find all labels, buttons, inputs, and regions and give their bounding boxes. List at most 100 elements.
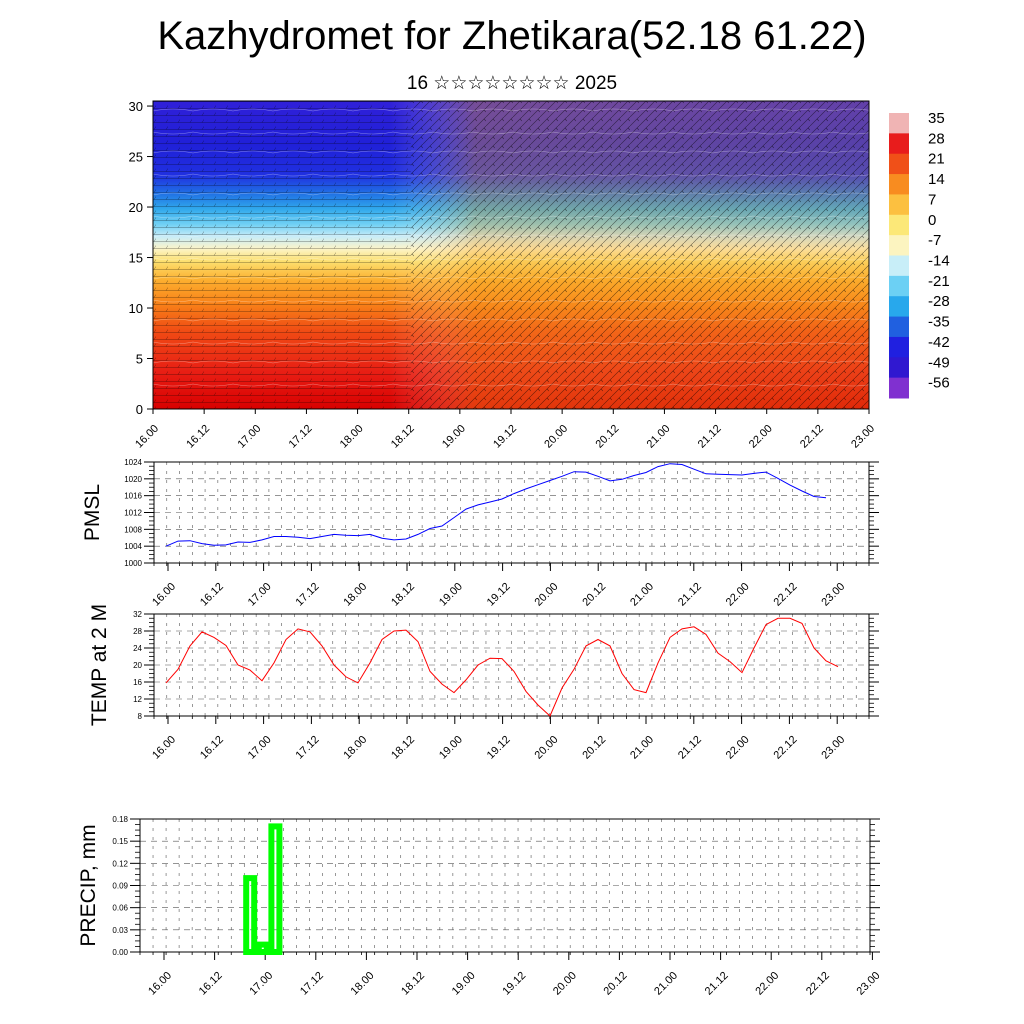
x-tick-label: 19.00	[437, 734, 465, 762]
colorbar-swatch	[889, 113, 909, 134]
x-tick-label: 20.00	[551, 970, 579, 998]
contour-line	[152, 173, 874, 177]
x-tick-label: 23.00	[849, 423, 877, 451]
x-tick-label: 21.00	[645, 423, 673, 451]
contour-line	[152, 360, 874, 364]
contour-line	[152, 108, 874, 112]
colorbar-label: -7	[928, 232, 941, 249]
x-tick-label: 17.00	[246, 581, 274, 609]
x-tick-label: 18.00	[341, 734, 369, 762]
x-tick-label: 17.12	[294, 734, 322, 762]
colorbar-swatch	[889, 296, 909, 318]
x-tick-label: 19.00	[437, 581, 465, 609]
y-tick-label: 1012	[124, 509, 142, 518]
series-line	[165, 617, 839, 717]
x-tick-label: 20.12	[580, 734, 608, 762]
x-tick-label: 20.00	[533, 734, 561, 762]
x-tick-label: 19.12	[485, 734, 513, 762]
y-tick-label: 15	[129, 251, 143, 266]
colorbar-swatch	[889, 174, 909, 195]
y-tick-label: 25	[129, 150, 143, 165]
x-tick-label: 16.00	[150, 581, 178, 609]
x-tick-label: 22.12	[804, 970, 832, 998]
x-tick-label: 16.12	[184, 423, 212, 451]
colorbar-label: 35	[928, 110, 945, 127]
colorbar-swatch	[889, 275, 909, 297]
contour-line	[152, 383, 874, 387]
y-tick-label: 0.12	[112, 859, 128, 868]
colorbar: 35 28 21 14 7 0 -7 -14 -21 -28 -35 -42 -49 -56	[889, 110, 950, 399]
x-tick-label: 23.00	[819, 734, 847, 762]
x-tick-label: 18.12	[399, 970, 427, 998]
x-tick-label: 16.00	[146, 970, 174, 998]
y-tick-label: 1016	[124, 492, 142, 501]
contour-line	[152, 234, 874, 238]
x-tick-label: 17.12	[287, 423, 315, 451]
y-tick-label: 1024	[124, 458, 142, 467]
pmsl-line-panel: 1000 1004 1008 1012 1016 1020 1024 16.00 16.12 17…	[81, 458, 879, 609]
y-tick-label: 20	[129, 200, 143, 215]
x-tick-label: 16.00	[150, 734, 178, 762]
y-axis-label: TEMP at 2 M	[88, 604, 111, 726]
x-tick-label: 18.00	[341, 581, 369, 609]
y-tick-label: 0.18	[112, 815, 128, 824]
y-tick-label: 28	[133, 627, 142, 636]
x-tick-label: 21.12	[703, 970, 731, 998]
x-tick-label: 17.00	[235, 423, 263, 451]
colorbar-label: 28	[928, 130, 945, 147]
temperature-heatmap-panel: 0 5 10 15 20 25 30 16.00 16.12 17.00 17.12 18.00 18.…	[129, 99, 878, 451]
y-tick-label: 32	[133, 610, 142, 619]
colorbar-label: 0	[928, 212, 936, 229]
y-tick-label: 5	[136, 352, 143, 367]
y-tick-label: 30	[129, 99, 143, 114]
panel-frame	[153, 461, 870, 564]
contour-line	[152, 318, 874, 322]
x-tick-label: 23.00	[855, 970, 883, 998]
x-tick-label: 23.00	[819, 581, 847, 609]
x-tick-label: 22.12	[772, 581, 800, 609]
contour-line	[152, 341, 874, 345]
x-tick-label: 19.12	[491, 423, 519, 451]
x-tick-label: 17.12	[298, 970, 326, 998]
colorbar-swatch	[889, 336, 909, 358]
series-line	[165, 463, 827, 547]
x-tick-label: 18.12	[389, 423, 417, 451]
x-tick-label: 16.12	[197, 970, 225, 998]
y-tick-label: 0.06	[112, 904, 128, 913]
contour-line	[152, 215, 874, 219]
x-tick-label: 22.00	[747, 423, 775, 451]
x-tick-label: 20.12	[593, 423, 621, 451]
y-tick-label: 1004	[124, 542, 142, 551]
x-tick-label: 21.12	[676, 581, 704, 609]
y-tick-label: 20	[133, 661, 142, 670]
colorbar-label: -42	[928, 334, 950, 351]
x-tick-label: 18.12	[389, 581, 417, 609]
x-tick-label: 22.12	[798, 423, 826, 451]
y-tick-label: 1020	[124, 475, 142, 484]
y-tick-label: 24	[133, 644, 142, 653]
colorbar-swatch	[889, 214, 909, 236]
colorbar-label: -21	[928, 273, 950, 290]
x-tick-label: 21.00	[652, 970, 680, 998]
x-tick-label: 21.00	[628, 734, 656, 762]
x-tick-label: 22.00	[724, 581, 752, 609]
y-axis-label: PMSL	[81, 484, 104, 541]
y-tick-label: 0.09	[112, 882, 128, 891]
y-tick-label: 12	[133, 695, 142, 704]
x-tick-label: 19.00	[440, 423, 468, 451]
y-tick-label: 0.03	[112, 926, 128, 935]
panel-frame	[139, 818, 871, 953]
precip-bar-panel: 0.00 0.03 0.06 0.09 0.12 0.15 0.18 16.00 16.12 17…	[77, 815, 883, 998]
x-tick-label: 19.12	[500, 970, 528, 998]
precip-bar	[243, 875, 258, 955]
x-tick-label: 18.12	[389, 734, 417, 762]
y-axis-label: PRECIP, mm	[77, 824, 100, 946]
colorbar-label: 21	[928, 151, 945, 168]
x-tick-label: 17.00	[246, 734, 274, 762]
colorbar-label: -14	[928, 253, 950, 270]
colorbar-swatch	[889, 255, 909, 277]
x-tick-label: 17.12	[294, 581, 322, 609]
wind-barbs-right	[410, 101, 869, 409]
contour-line	[152, 192, 874, 196]
precip-bar	[268, 823, 283, 956]
